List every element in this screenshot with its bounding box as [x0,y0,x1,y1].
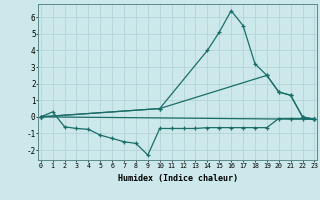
X-axis label: Humidex (Indice chaleur): Humidex (Indice chaleur) [118,174,238,183]
